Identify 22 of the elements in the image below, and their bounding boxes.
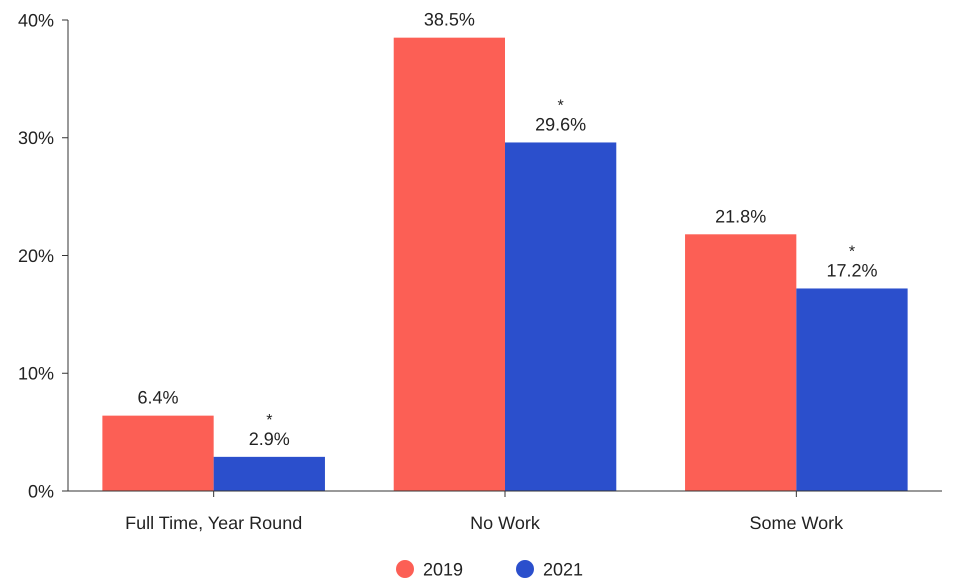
legend-label: 2019 (423, 559, 464, 580)
bar (102, 416, 214, 491)
data-label: * 29.6% (535, 97, 586, 134)
y-tick-label: 40% (18, 10, 54, 30)
data-label: * 2.9% (248, 412, 290, 449)
bar (214, 456, 325, 491)
y-tick-label: 20% (18, 246, 54, 266)
data-label: 21.8% (715, 206, 766, 226)
x-tick-label: Full Time, Year Round (125, 513, 302, 533)
legend-label: 2021 (543, 559, 584, 580)
bar (505, 142, 616, 491)
y-tick-label: 0% (28, 481, 54, 502)
y-tick-label: 30% (18, 128, 54, 148)
data-label: 38.5% (424, 10, 475, 30)
x-tick-label: Some Work (749, 513, 844, 533)
data-label: 6.4% (138, 388, 179, 408)
data-label: * 17.2% (826, 243, 878, 280)
x-tick-label: No Work (470, 513, 541, 533)
bar (685, 234, 796, 491)
y-tick-label: 10% (18, 364, 54, 384)
bar (394, 38, 505, 491)
bar (796, 288, 908, 491)
